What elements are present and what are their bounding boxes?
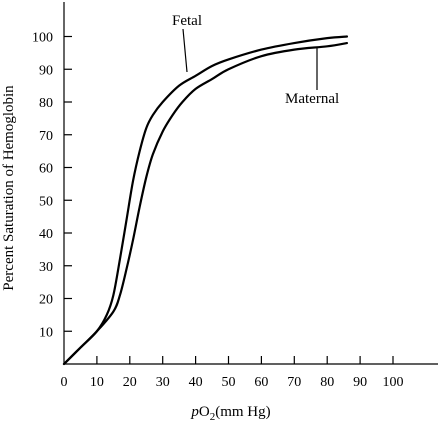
series-line-fetal <box>62 35 349 366</box>
x-tick-label: 40 <box>189 375 203 390</box>
y-tick-label: 40 <box>39 227 53 242</box>
series-label-leader-fetal <box>182 28 188 73</box>
axes <box>63 2 438 365</box>
x-tick-label: 30 <box>156 375 170 390</box>
y-tick-label: 50 <box>39 194 53 209</box>
x-axis-ticks: 0 10 20 30 40 50 60 70 80 90 100 <box>61 356 404 390</box>
x-tick-label: 0 <box>61 375 68 390</box>
y-tick-label: 80 <box>39 96 53 111</box>
y-tick-label: 10 <box>39 325 53 340</box>
x-tick-label: 70 <box>287 375 301 390</box>
x-tick-label: 50 <box>222 375 236 390</box>
y-axis-ticks: 10 20 30 40 50 60 70 80 90 100 <box>32 31 72 340</box>
y-axis-title: Percent Saturation of Hemoglobin <box>1 85 17 291</box>
y-tick-label: 60 <box>39 162 53 177</box>
x-axis-title: pO2(mm Hg) <box>190 404 270 422</box>
y-tick-label: 100 <box>32 31 53 46</box>
x-tick-label: 80 <box>320 375 334 390</box>
series-label-maternal: Maternal <box>285 91 339 107</box>
y-tick-label: 20 <box>39 293 53 308</box>
x-tick-label: 10 <box>90 375 104 390</box>
x-axis-title-units: (mm Hg) <box>215 404 270 420</box>
y-tick-label: 70 <box>39 129 53 144</box>
y-tick-label: 90 <box>39 63 53 78</box>
x-axis-title-base: O <box>199 404 210 420</box>
series-lines <box>62 35 349 366</box>
x-axis-title-subscript: 2 <box>210 411 216 422</box>
x-axis-title-italic: p <box>190 404 199 420</box>
series-label-fetal: Fetal <box>172 13 202 29</box>
x-tick-label: 20 <box>123 375 137 390</box>
series-line-maternal <box>62 41 349 366</box>
x-tick-label: 90 <box>353 375 367 390</box>
x-tick-label: 60 <box>254 375 268 390</box>
y-tick-label: 30 <box>39 260 53 275</box>
x-tick-label: 100 <box>383 375 404 390</box>
